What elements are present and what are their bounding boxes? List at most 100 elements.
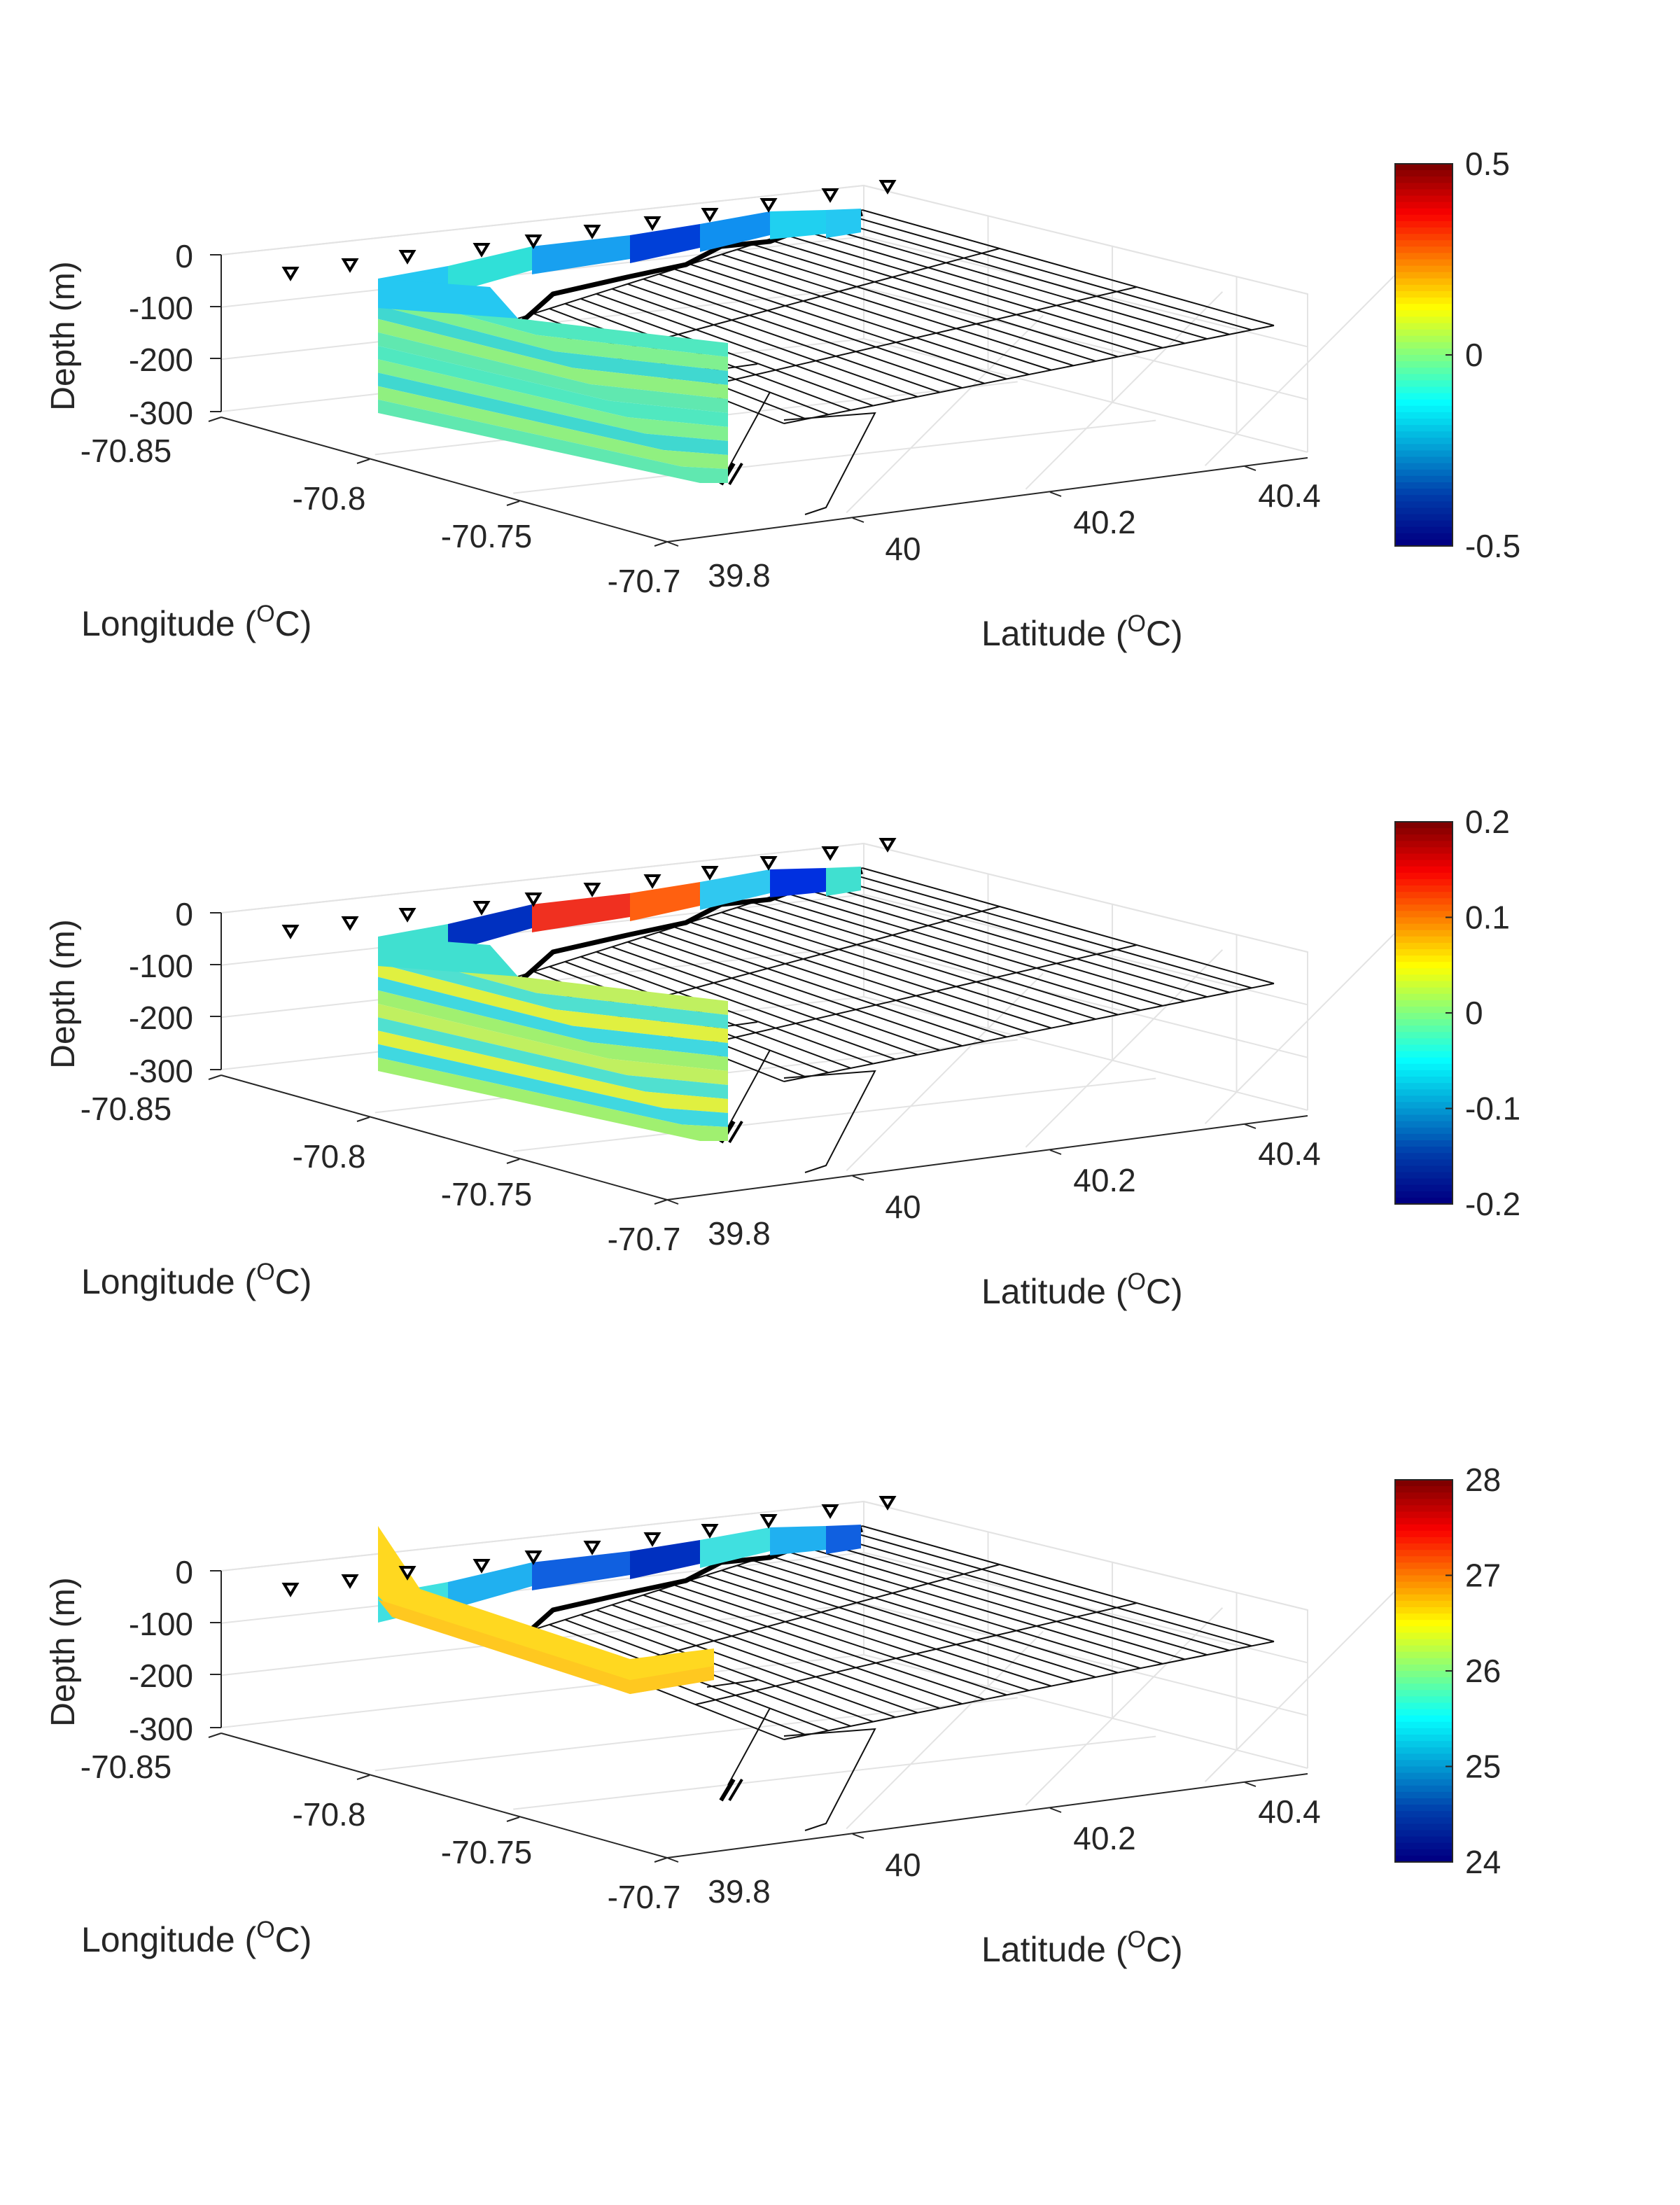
colorbar-step [1395, 1600, 1452, 1608]
colorbar-step [1395, 1511, 1452, 1519]
mesh-line [815, 224, 1208, 340]
colorbar-step [1395, 1006, 1452, 1014]
colorbar-step [1395, 386, 1452, 394]
axes-lines [220, 913, 1308, 1200]
section-body-band [378, 359, 728, 441]
colorbar-step [1395, 853, 1452, 861]
colorbar-tick-label: 0.5 [1465, 146, 1510, 182]
colorbar-step [1395, 866, 1452, 874]
colorbar-step [1395, 981, 1452, 988]
colorbar-step [1395, 310, 1452, 318]
section-body-band [378, 937, 728, 1015]
station-marker [583, 225, 601, 239]
mesh-line [706, 1574, 1052, 1687]
colorbar-step [1395, 1026, 1452, 1033]
mesh-line [799, 887, 1186, 1002]
colorbar-step [1395, 507, 1452, 515]
colorbar-step [1395, 342, 1452, 349]
mesh-line [695, 944, 1138, 1047]
x-tick-label: -70.8 [293, 1796, 366, 1833]
station-marker [878, 838, 897, 853]
colorbar-step [1395, 176, 1452, 184]
mesh-line [768, 1555, 1141, 1670]
mesh-line [695, 286, 1138, 389]
station-marker [701, 208, 719, 223]
z-tick-label: -300 [129, 1711, 193, 1747]
colorbar-step [1395, 1480, 1452, 1488]
z-tick-label: -100 [129, 1606, 193, 1642]
x-tick [208, 416, 222, 422]
x-tick [506, 1158, 520, 1164]
colorbar-step [1395, 949, 1452, 957]
y-tick [1049, 1807, 1062, 1813]
floor-gridline [1025, 1607, 1224, 1806]
colorbar-tick-label: 25 [1465, 1749, 1501, 1785]
mesh-line [752, 1560, 1119, 1674]
x-tick-label: -70.7 [608, 1879, 681, 1915]
colorbar-step [1395, 469, 1452, 477]
section-body-band [378, 346, 728, 427]
colorbar-step [1395, 208, 1452, 216]
floor-gridline [513, 1735, 1156, 1810]
mesh-line [611, 1604, 918, 1714]
colorbar-step [1395, 942, 1452, 950]
mesh-line [721, 911, 1074, 1025]
mesh-line [783, 325, 1275, 424]
y-axis-label-prefix: Latitude ( [981, 1930, 1128, 1969]
section-corner [378, 279, 518, 318]
colorbar-step [1395, 878, 1452, 886]
colorbar-step [1395, 1121, 1452, 1128]
station-marker [472, 243, 491, 258]
x-tick-label: -70.85 [80, 1091, 172, 1127]
mesh-line [690, 263, 1030, 375]
floor-gridline [1025, 949, 1224, 1148]
x-axis-line [220, 1074, 668, 1200]
colorbar-step [1395, 1798, 1452, 1806]
x-axis-line [220, 1732, 668, 1858]
section-body-band [378, 279, 728, 357]
x-axis-label-suffix: C) [275, 1262, 312, 1301]
colorbar-step [1395, 1044, 1452, 1052]
colorbar-step [1395, 412, 1452, 419]
colorbar-step [1395, 1544, 1452, 1551]
y-tick [1244, 465, 1256, 471]
mesh-line [830, 1535, 1230, 1651]
mesh-line [596, 293, 896, 402]
section-ribbon-segment [770, 1526, 826, 1555]
colorbar-step [1395, 419, 1452, 426]
y-axis-label-sup: O [1127, 1268, 1145, 1295]
y-tick-label: 40.2 [1073, 504, 1136, 540]
mesh-line [658, 1589, 985, 1700]
station-marker [701, 866, 719, 881]
x-tick [506, 500, 520, 506]
mesh-line [783, 234, 1163, 349]
colorbar-step [1395, 1664, 1452, 1672]
y-tick [666, 1857, 679, 1863]
mesh-line [690, 1579, 1030, 1691]
x-tick-label: -70.8 [293, 1138, 366, 1175]
colorbar-step [1395, 393, 1452, 400]
colorbar-step [1395, 444, 1452, 451]
y-tick-label: 40.4 [1258, 1793, 1321, 1830]
colorbar-tick-label: 0 [1465, 995, 1483, 1031]
colorbar-step [1395, 1133, 1452, 1141]
colorbar-tick-label: -0.5 [1465, 528, 1520, 564]
section-ribbon-segment [770, 868, 826, 897]
x-axis-label: Longitude (OC) [81, 1917, 312, 1959]
station-marker [472, 901, 491, 916]
colorbar-step [1395, 955, 1452, 963]
y-axis-label-sup: O [1127, 610, 1145, 637]
colorbar-step [1395, 1620, 1452, 1628]
colorbar-step [1395, 1486, 1452, 1494]
colorbar-step [1395, 1114, 1452, 1122]
x-tick [654, 1199, 668, 1205]
mesh-line [768, 239, 1141, 354]
colorbar-step [1395, 1550, 1452, 1558]
x-axis-label-prefix: Longitude ( [81, 1920, 257, 1959]
floor-gridline [846, 1630, 1044, 1830]
mesh-line [627, 283, 941, 393]
colorbar-step [1395, 520, 1452, 528]
y-axis-label-sup: O [1127, 1926, 1145, 1953]
x-tick [208, 1732, 222, 1738]
colorbar-step [1395, 1518, 1452, 1525]
